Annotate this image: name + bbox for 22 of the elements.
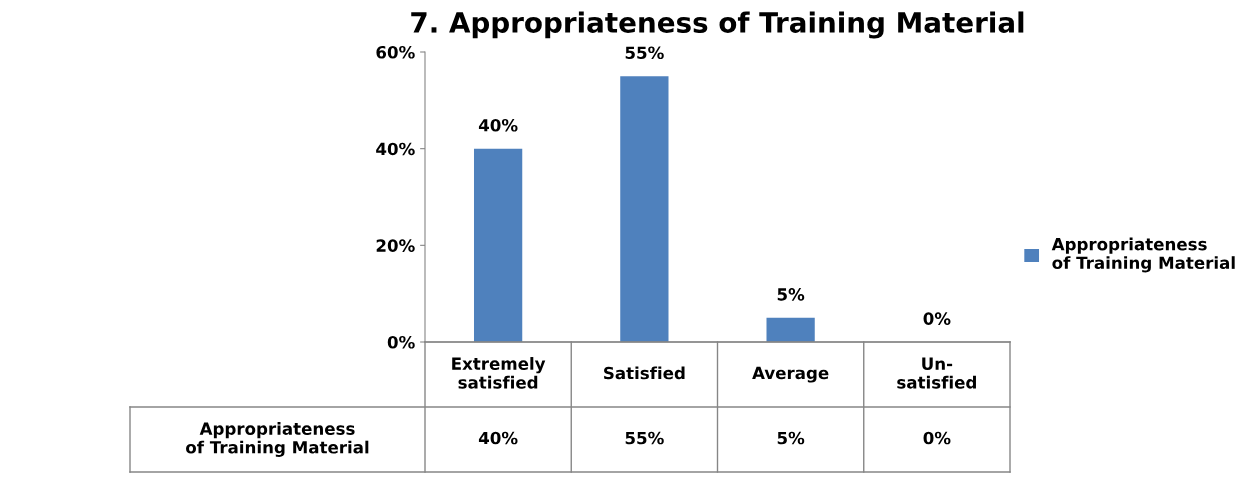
data-label: 40% (478, 431, 518, 445)
bar (766, 317, 815, 342)
y-tick-label: 20% (376, 239, 415, 252)
text: 0% (923, 312, 951, 325)
data-label: 0% (923, 431, 951, 445)
x-tick-label: Un-satisfied (897, 357, 976, 389)
x-tick-label: Satisfied (604, 366, 685, 380)
bar (620, 76, 669, 342)
bar (473, 148, 523, 342)
chart-title: 7. Appropriateness of Training Material (411, 11, 1024, 39)
x-tick-label: Average (752, 366, 829, 383)
legend-label: Appropriateness of Training Material (1051, 237, 1235, 273)
text: Appropriateness of Training Material (186, 422, 369, 457)
text: 40% (478, 118, 518, 132)
text: 55% (625, 46, 664, 60)
data-label: 55% (625, 431, 664, 445)
y-tick-label: 60% (376, 45, 415, 59)
text: 5% (777, 288, 805, 301)
y-tick-label: 40% (376, 142, 415, 156)
data-label: 5% (777, 431, 805, 445)
y-tick-label: 0% (387, 335, 415, 349)
x-tick-label: Extremely satisfied (452, 357, 546, 389)
